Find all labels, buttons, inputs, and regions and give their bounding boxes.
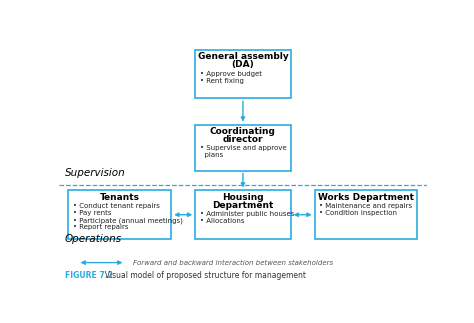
FancyBboxPatch shape bbox=[195, 125, 291, 171]
FancyBboxPatch shape bbox=[315, 191, 418, 239]
Text: Works Department: Works Department bbox=[318, 193, 414, 202]
Text: • Condition inspection: • Condition inspection bbox=[319, 210, 397, 216]
FancyBboxPatch shape bbox=[195, 191, 291, 239]
Text: Department: Department bbox=[212, 201, 273, 210]
Text: Supervision: Supervision bbox=[65, 168, 126, 178]
Text: • Pay rents: • Pay rents bbox=[73, 210, 111, 216]
Text: Forward and backward interaction between stakeholders: Forward and backward interaction between… bbox=[133, 260, 333, 266]
Text: Housing: Housing bbox=[222, 193, 264, 202]
Text: Operations: Operations bbox=[65, 234, 122, 244]
Text: • Participate (annual meetings): • Participate (annual meetings) bbox=[73, 217, 182, 224]
Text: • Rent fixing: • Rent fixing bbox=[200, 78, 244, 84]
Text: • Administer public houses: • Administer public houses bbox=[200, 211, 294, 217]
Text: • Maintenance and repairs: • Maintenance and repairs bbox=[319, 203, 412, 209]
Text: Tenants: Tenants bbox=[100, 193, 140, 202]
FancyBboxPatch shape bbox=[68, 191, 171, 239]
Text: General assembly: General assembly bbox=[198, 52, 288, 61]
Text: Visual model of proposed structure for management: Visual model of proposed structure for m… bbox=[100, 271, 306, 280]
Text: • Supervise and approve
  plans: • Supervise and approve plans bbox=[200, 145, 286, 159]
FancyBboxPatch shape bbox=[195, 50, 291, 99]
Text: • Report repairs: • Report repairs bbox=[73, 224, 128, 230]
Text: (DA): (DA) bbox=[232, 60, 254, 69]
Text: Coordinating: Coordinating bbox=[210, 127, 276, 136]
Text: • Approve budget: • Approve budget bbox=[200, 71, 262, 77]
Text: director: director bbox=[223, 135, 263, 144]
Text: • Allocations: • Allocations bbox=[200, 218, 244, 224]
Text: FIGURE 7.2: FIGURE 7.2 bbox=[65, 271, 113, 280]
Text: • Conduct tenant repairs: • Conduct tenant repairs bbox=[73, 203, 160, 209]
